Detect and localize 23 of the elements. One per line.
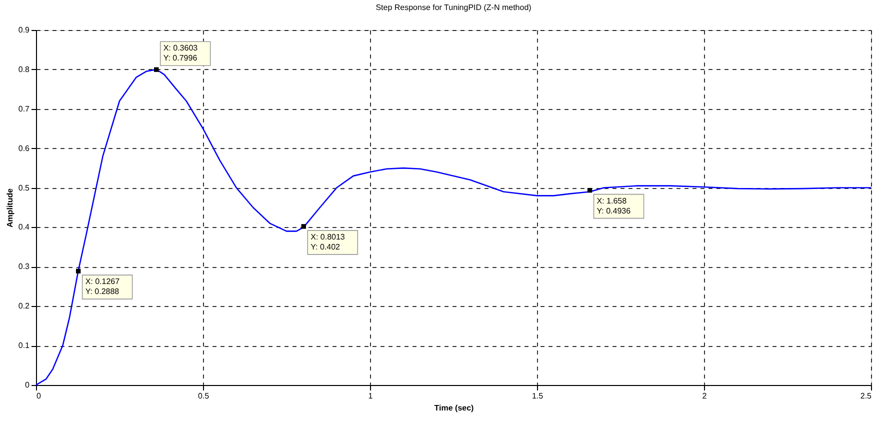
y-tick-label: 0.6 <box>18 144 30 153</box>
annotation: X: 0.1267 Y: 0.2888 <box>85 277 120 296</box>
y-tick-label: 0.2 <box>18 302 30 311</box>
annotation: X: 0.8013 Y: 0.402 <box>310 232 346 252</box>
chart-title: Step Response for TuningPID (Z-N method) <box>376 3 532 12</box>
annotation: X: 0.3603 Y: 0.7996 <box>163 44 198 63</box>
y-tick-label: 0.7 <box>18 104 30 114</box>
y-tick-label: 0.4 <box>18 222 30 232</box>
x-tick-label: 1 <box>368 392 374 400</box>
x-tick-label: 2 <box>702 392 708 400</box>
y-tick-label: 0.3 <box>18 262 30 272</box>
y-tick-label: 0.1 <box>18 341 30 350</box>
x-tick-label: 0 <box>36 392 42 400</box>
x-axis-title: Time (sec) <box>434 404 474 412</box>
y-tick-label: 0.5 <box>18 183 30 192</box>
y-tick-label: 0.9 <box>18 26 30 34</box>
y-tick-label: 0 <box>25 380 30 390</box>
x-tick-label: 1.5 <box>532 392 544 400</box>
y-axis-title: Amplitude <box>5 188 14 228</box>
x-tick-label: 2.5 <box>860 392 872 400</box>
annotation: X: 1.658 Y: 0.4936 <box>596 196 632 216</box>
x-tick-label: 0.5 <box>198 392 210 400</box>
y-tick-label: 0.8 <box>18 64 30 74</box>
